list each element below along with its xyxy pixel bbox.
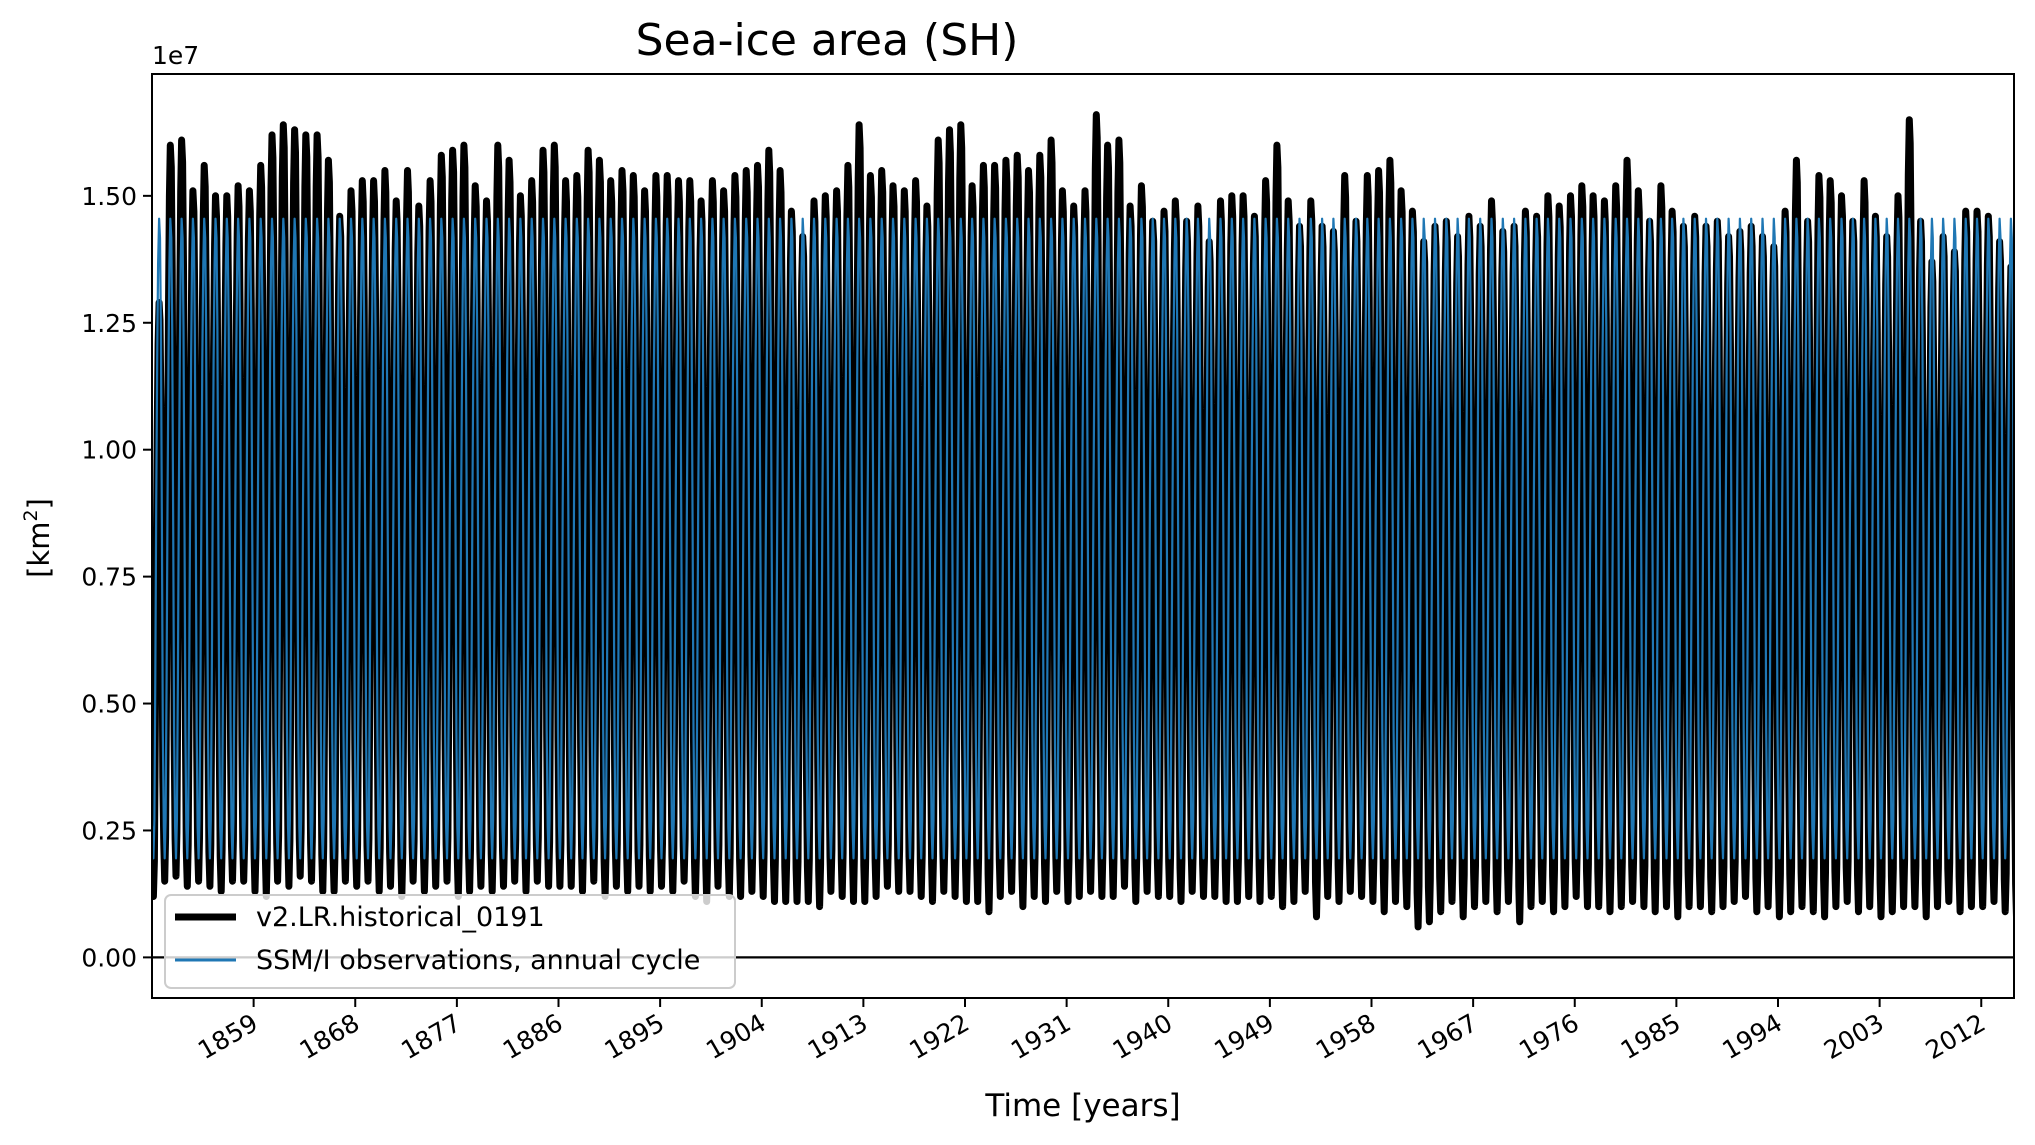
y-axis-label-text: [km2] <box>20 498 56 578</box>
legend-label-obs: SSM/I observations, annual cycle <box>256 945 700 976</box>
y-tick-label: 0.50 <box>81 690 137 719</box>
legend-label-model: v2.LR.historical_0191 <box>256 902 545 933</box>
y-tick-label: 1.50 <box>81 182 137 211</box>
y-tick-label: 1.25 <box>81 309 137 338</box>
y-axis-label-main: [km <box>22 522 56 578</box>
y-axis-label: [km2] <box>20 498 56 578</box>
y-axis-label-close: ] <box>22 498 56 509</box>
y-tick-label: 0.25 <box>81 816 137 845</box>
y-tick-label: 0.00 <box>81 943 137 972</box>
plot-area <box>152 115 2035 958</box>
legend: v2.LR.historical_0191 SSM/I observations… <box>165 895 735 988</box>
y-axis-label-sup: 2 <box>20 509 42 521</box>
x-axis-label: Time [years] <box>984 1088 1180 1124</box>
chart-title: Sea-ice area (SH) <box>636 15 1019 66</box>
y-tick-label: 0.75 <box>81 563 137 592</box>
y-offset-label: 1e7 <box>152 41 199 70</box>
y-tick-label: 1.00 <box>81 436 137 465</box>
